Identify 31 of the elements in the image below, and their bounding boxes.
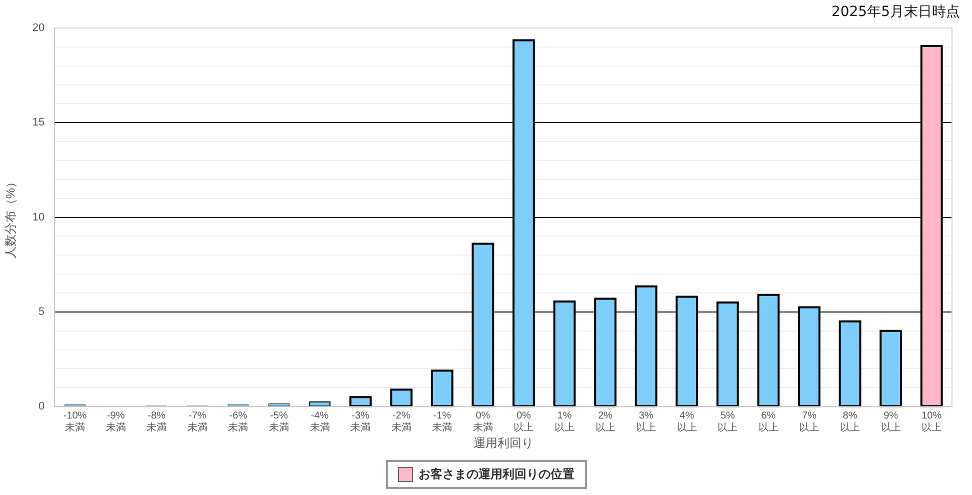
x-tick-label: -3% 未満 — [350, 410, 371, 434]
x-tick-label: 1% 以上 — [554, 410, 574, 434]
x-tick-label: -8% 未満 — [146, 410, 167, 434]
x-tick-label: 6% 以上 — [758, 410, 778, 434]
x-tick-label: -10% 未満 — [63, 410, 87, 434]
y-tick-label: 20 — [32, 22, 45, 34]
x-tick-label: -2% 未満 — [391, 410, 412, 434]
x-tick-label: 7% 以上 — [799, 410, 820, 434]
x-axis-title: 運用利回り — [473, 436, 534, 450]
x-tick-label: -5% 未満 — [268, 410, 289, 434]
x-tick-label: 0% 以上 — [514, 410, 534, 434]
x-tick-label: 8% 以上 — [840, 410, 860, 434]
x-tick-label: -4% 未満 — [310, 410, 330, 434]
y-tick-label: 0 — [38, 400, 45, 413]
x-tick-label: 0% 未満 — [472, 410, 493, 434]
x-tick-label: -9% 未満 — [106, 410, 126, 434]
x-tick-label: -1% 未満 — [432, 410, 452, 434]
x-tick-label: 2% 以上 — [595, 410, 616, 434]
chart-subtitle: 2025年5月末日時点 — [831, 3, 960, 21]
x-tick-label: 5% 以上 — [718, 410, 738, 434]
x-tick-label: 3% 以上 — [636, 410, 656, 434]
y-tick-label: 15 — [32, 116, 45, 129]
x-tick-label: 9% 以上 — [880, 410, 901, 434]
y-axis-title: 人数分布（%） — [4, 176, 18, 259]
x-tick-label: 10% 以上 — [922, 410, 942, 434]
x-tick-label: -6% 未満 — [228, 410, 248, 434]
x-tick-label: 4% 以上 — [676, 410, 697, 434]
y-tick-label: 5 — [38, 306, 45, 318]
legend-label: お客さまの運用利回りの位置 — [418, 466, 574, 483]
x-tick-label: -7% 未満 — [187, 410, 208, 434]
y-tick-label: 10 — [32, 211, 45, 224]
